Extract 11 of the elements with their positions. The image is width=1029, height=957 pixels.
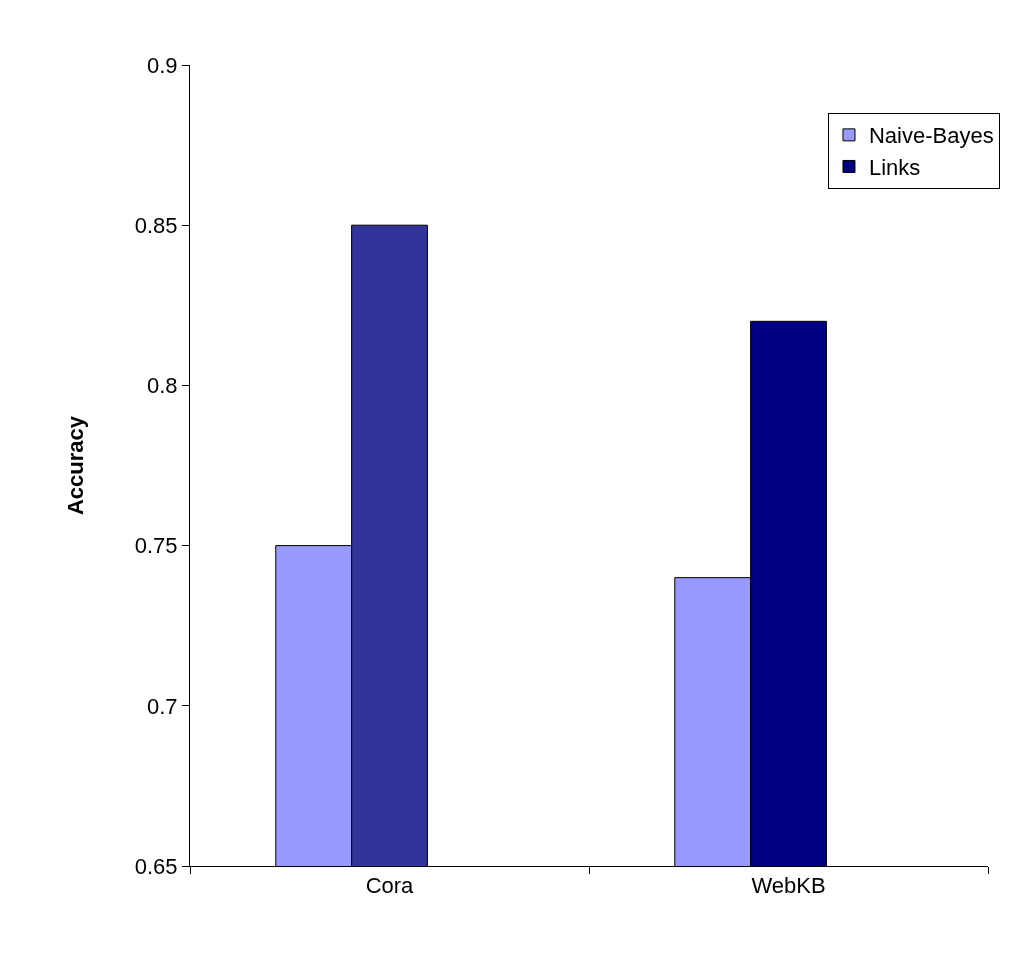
y-tick-label: 0.9 [147,52,178,78]
y-tick-label: 0.65 [134,853,178,879]
y-tick-label: 0.8 [147,373,178,399]
x-tick-label: Cora [365,873,415,899]
y-axis-title: Accuracy [62,415,88,516]
legend-label: Naive-Bayes [868,123,994,149]
y-tick-label: 0.7 [147,693,178,719]
y-tick-label: 0.85 [134,212,178,238]
y-tick-label: 0.75 [134,533,178,559]
legend-label: Links [868,155,921,181]
x-tick-label: WebKB [751,873,826,899]
